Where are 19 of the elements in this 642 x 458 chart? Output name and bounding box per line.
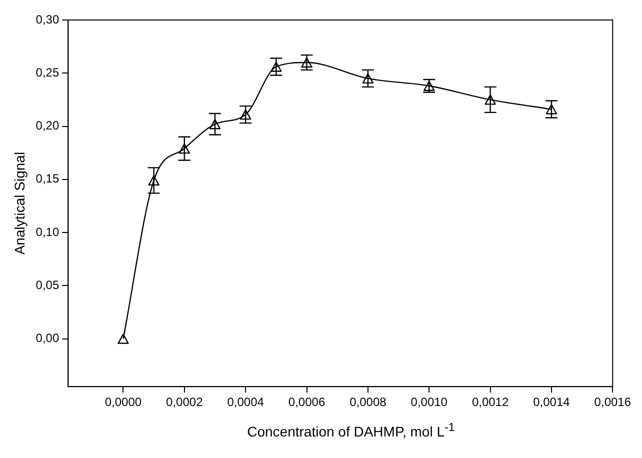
x-tick-label: 0,0016 bbox=[594, 395, 632, 410]
x-tick-label: 0,0010 bbox=[410, 395, 448, 410]
x-tick-label: 0,0006 bbox=[288, 395, 326, 410]
y-tick-label: 0,30 bbox=[36, 12, 60, 26]
y-axis-title: Analytical Signal bbox=[11, 152, 28, 255]
x-tick-label: 0,0002 bbox=[166, 395, 204, 410]
y-tick-label: 0,10 bbox=[36, 224, 60, 239]
point bbox=[209, 119, 221, 130]
y-tick-label: 0,00 bbox=[36, 331, 60, 346]
x-tick-label: 0,0000 bbox=[104, 395, 142, 410]
x-tick-label: 0,0012 bbox=[472, 395, 509, 410]
x-tick-label: 0,0004 bbox=[227, 395, 264, 410]
x-tick-label: 0,0008 bbox=[350, 395, 387, 410]
x-axis-title: Concentration of DAHMP, mol L$^{-1}$ bbox=[246, 421, 456, 440]
y-tick-label: 0,15 bbox=[36, 172, 60, 186]
x-tick-label: 0,0014 bbox=[533, 395, 570, 410]
y-tick-label: 0,25 bbox=[36, 65, 60, 80]
y-tick-label: 0,05 bbox=[36, 278, 60, 292]
y-tick-label: 0,20 bbox=[36, 118, 60, 133]
